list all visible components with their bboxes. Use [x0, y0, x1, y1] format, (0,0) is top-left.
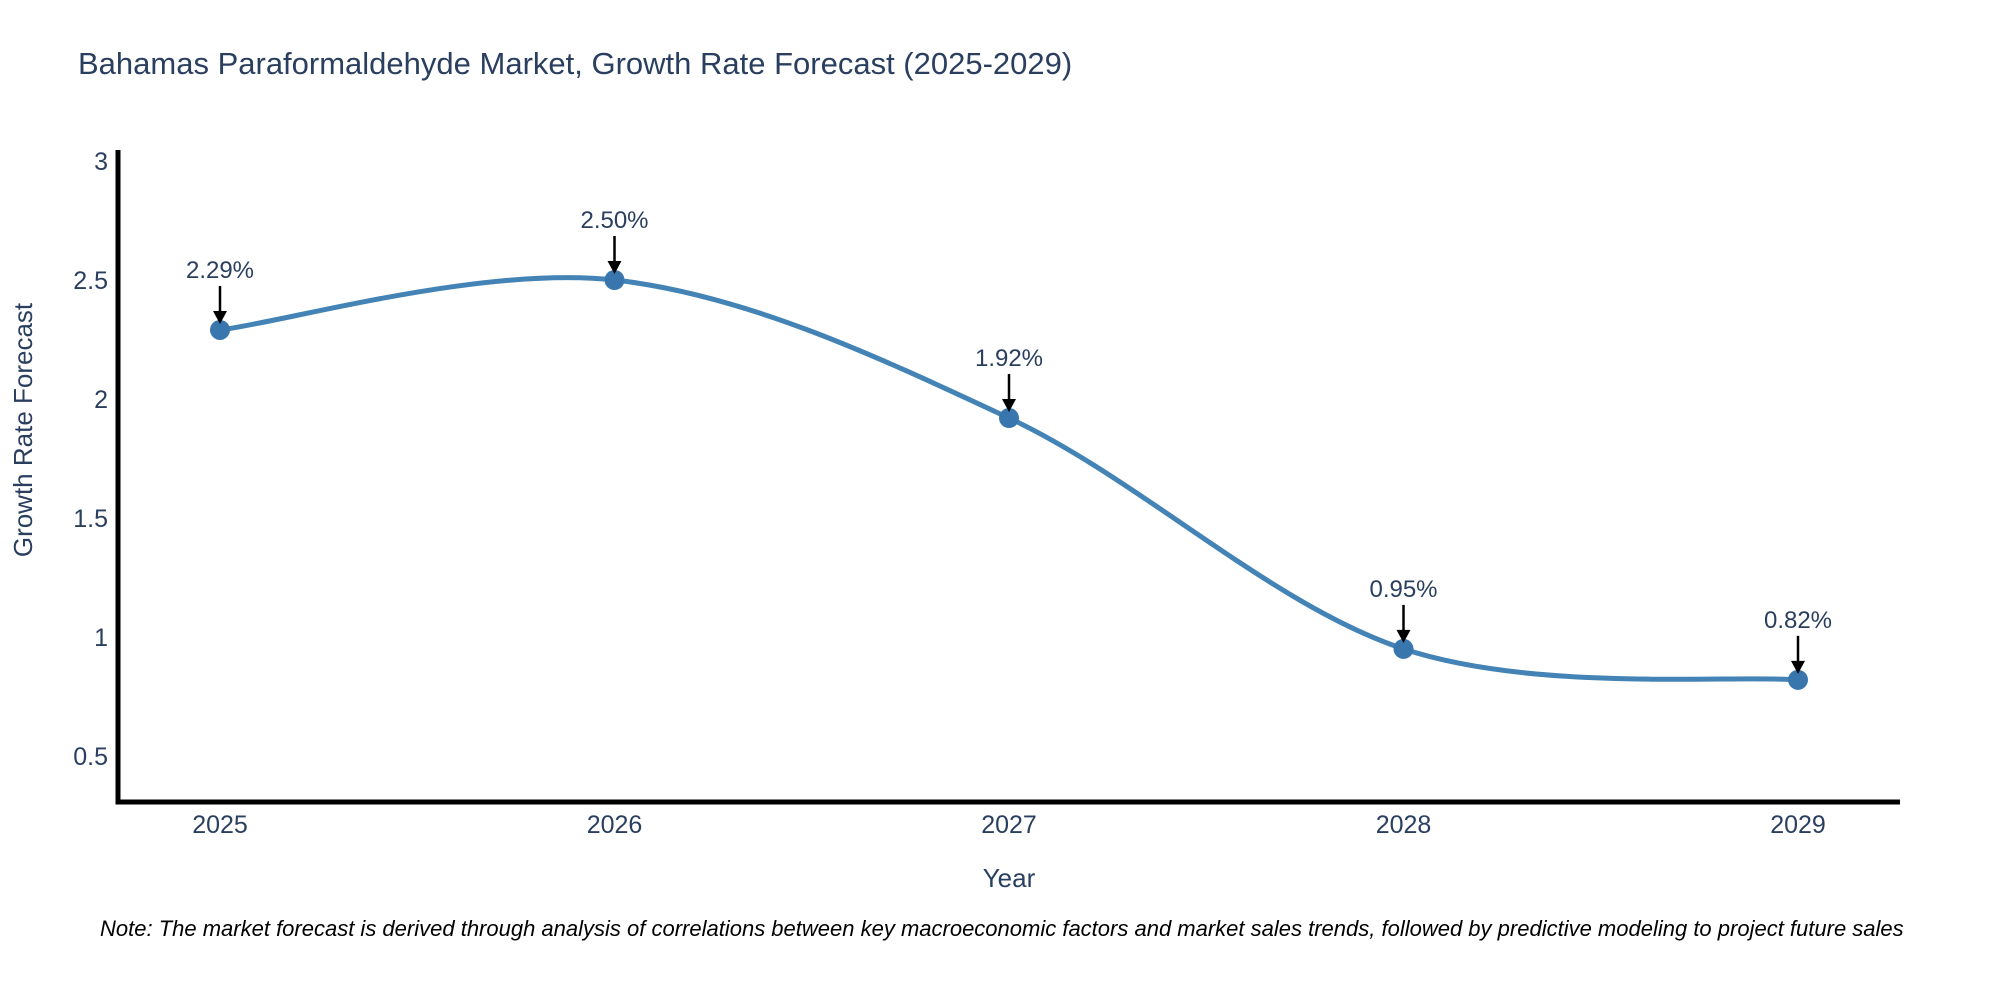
annotation-arrow-head — [1791, 660, 1805, 674]
data-point-label: 2.50% — [580, 207, 648, 234]
y-tick-label: 1.5 — [73, 505, 108, 533]
data-point-marker — [210, 319, 230, 340]
y-tick-label: 3 — [94, 148, 108, 176]
footnote: Note: The market forecast is derived thr… — [100, 916, 1904, 941]
annotation-arrow-head — [1002, 399, 1016, 413]
y-tick-label: 0.5 — [73, 743, 108, 771]
annotation-arrow-head — [213, 310, 227, 324]
data-point-label: 1.92% — [975, 345, 1043, 372]
x-tick-label: 2029 — [1770, 811, 1826, 839]
data-point-label: 2.29% — [186, 257, 254, 284]
x-tick-label: 2026 — [587, 811, 643, 839]
data-point-label: 0.95% — [1369, 576, 1437, 603]
x-tick-label: 2028 — [1376, 811, 1432, 839]
forecast-line — [217, 275, 1801, 683]
data-point-marker — [999, 408, 1019, 429]
y-tick-label: 1 — [94, 624, 108, 652]
y-axis-title: Growth Rate Forecast — [8, 302, 38, 557]
annotation-arrow-head — [607, 261, 622, 274]
x-axis-title: Year — [983, 863, 1036, 893]
y-tick-label: 2 — [94, 386, 108, 414]
x-tick-label: 2027 — [981, 811, 1037, 839]
x-tick-label: 2025 — [192, 811, 248, 839]
data-point-marker — [1788, 669, 1808, 690]
chart-title: Bahamas Paraformaldehyde Market, Growth … — [78, 46, 1073, 81]
y-tick-label: 2.5 — [73, 267, 108, 295]
data-point-marker — [1393, 638, 1414, 659]
annotation-arrow-head — [1396, 629, 1411, 643]
data-point-marker — [604, 270, 625, 290]
data-point-label: 0.82% — [1764, 607, 1832, 634]
